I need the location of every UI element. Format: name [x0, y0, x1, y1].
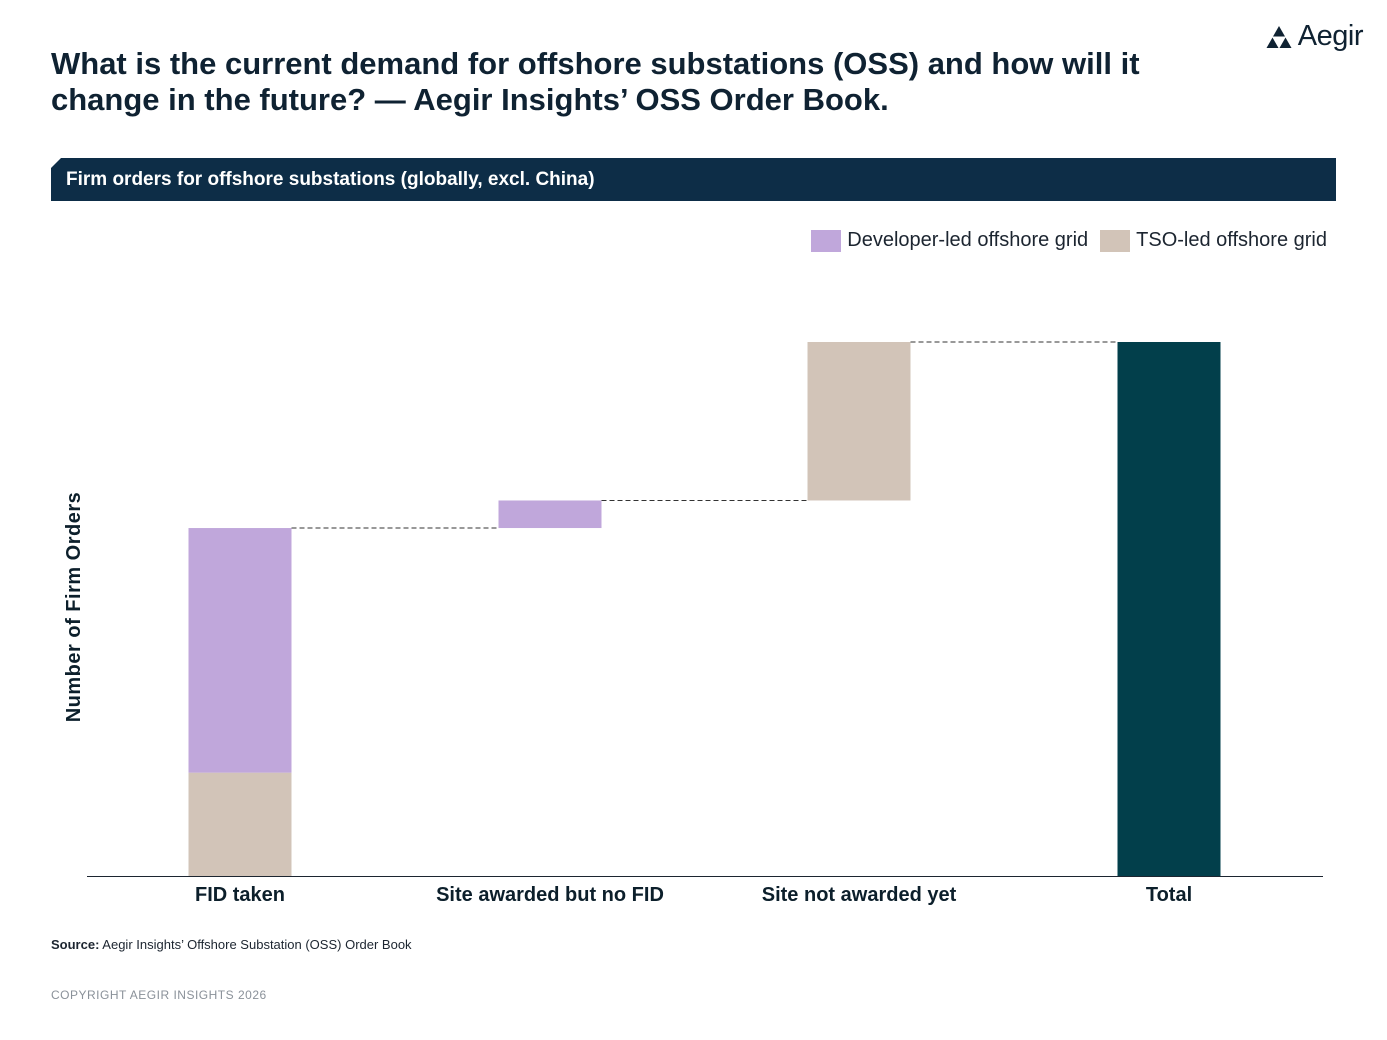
- source-note: Source: Aegir Insights’ Offshore Substat…: [51, 937, 412, 952]
- chart-legend: Developer-led offshore grid TSO-led offs…: [811, 229, 1327, 252]
- bar-developer-0: [188, 528, 292, 773]
- aegir-logo-icon: [1266, 25, 1292, 48]
- source-label: Source:: [51, 937, 100, 952]
- legend-label-developer: Developer-led offshore grid: [847, 229, 1089, 251]
- bar-total: [1117, 342, 1221, 876]
- waterfall-chart: FID taken Site awarded but no FID Site not…: [63, 341, 1323, 906]
- y-axis-label: Number of Firm Orders: [63, 492, 85, 723]
- legend-item-developer: Developer-led offshore grid: [811, 229, 1088, 252]
- x-tick-label-0: FID taken: [195, 884, 285, 906]
- legend-item-tso: TSO-led offshore grid: [1100, 229, 1327, 252]
- legend-label-tso: TSO-led offshore grid: [1136, 229, 1327, 251]
- bar-developer-1: [498, 500, 602, 529]
- bar-tso-2: [807, 342, 911, 501]
- chart-title-banner: [51, 158, 1336, 201]
- copyright: COPYRIGHT AEGIR INSIGHTS 2026: [51, 988, 267, 1002]
- x-tick-label-2: Site not awarded yet: [762, 884, 957, 906]
- bar-tso-0: [188, 772, 292, 876]
- chart-title: Firm orders for offshore substations (gl…: [66, 169, 595, 190]
- brand-name: Aegir: [1297, 20, 1364, 52]
- legend-swatch-developer: [811, 229, 842, 252]
- source-text: Aegir Insights’ Offshore Substation (OSS…: [99, 937, 412, 952]
- x-tick-label-1: Site awarded but no FID: [436, 884, 664, 906]
- banner-corner-notch: [51, 158, 61, 168]
- brand-logo: Aegir: [1266, 20, 1364, 53]
- x-tick-label-3: Total: [1146, 884, 1192, 906]
- page-title: What is the current demand for offshore …: [51, 46, 1140, 117]
- legend-swatch-tso: [1100, 229, 1131, 252]
